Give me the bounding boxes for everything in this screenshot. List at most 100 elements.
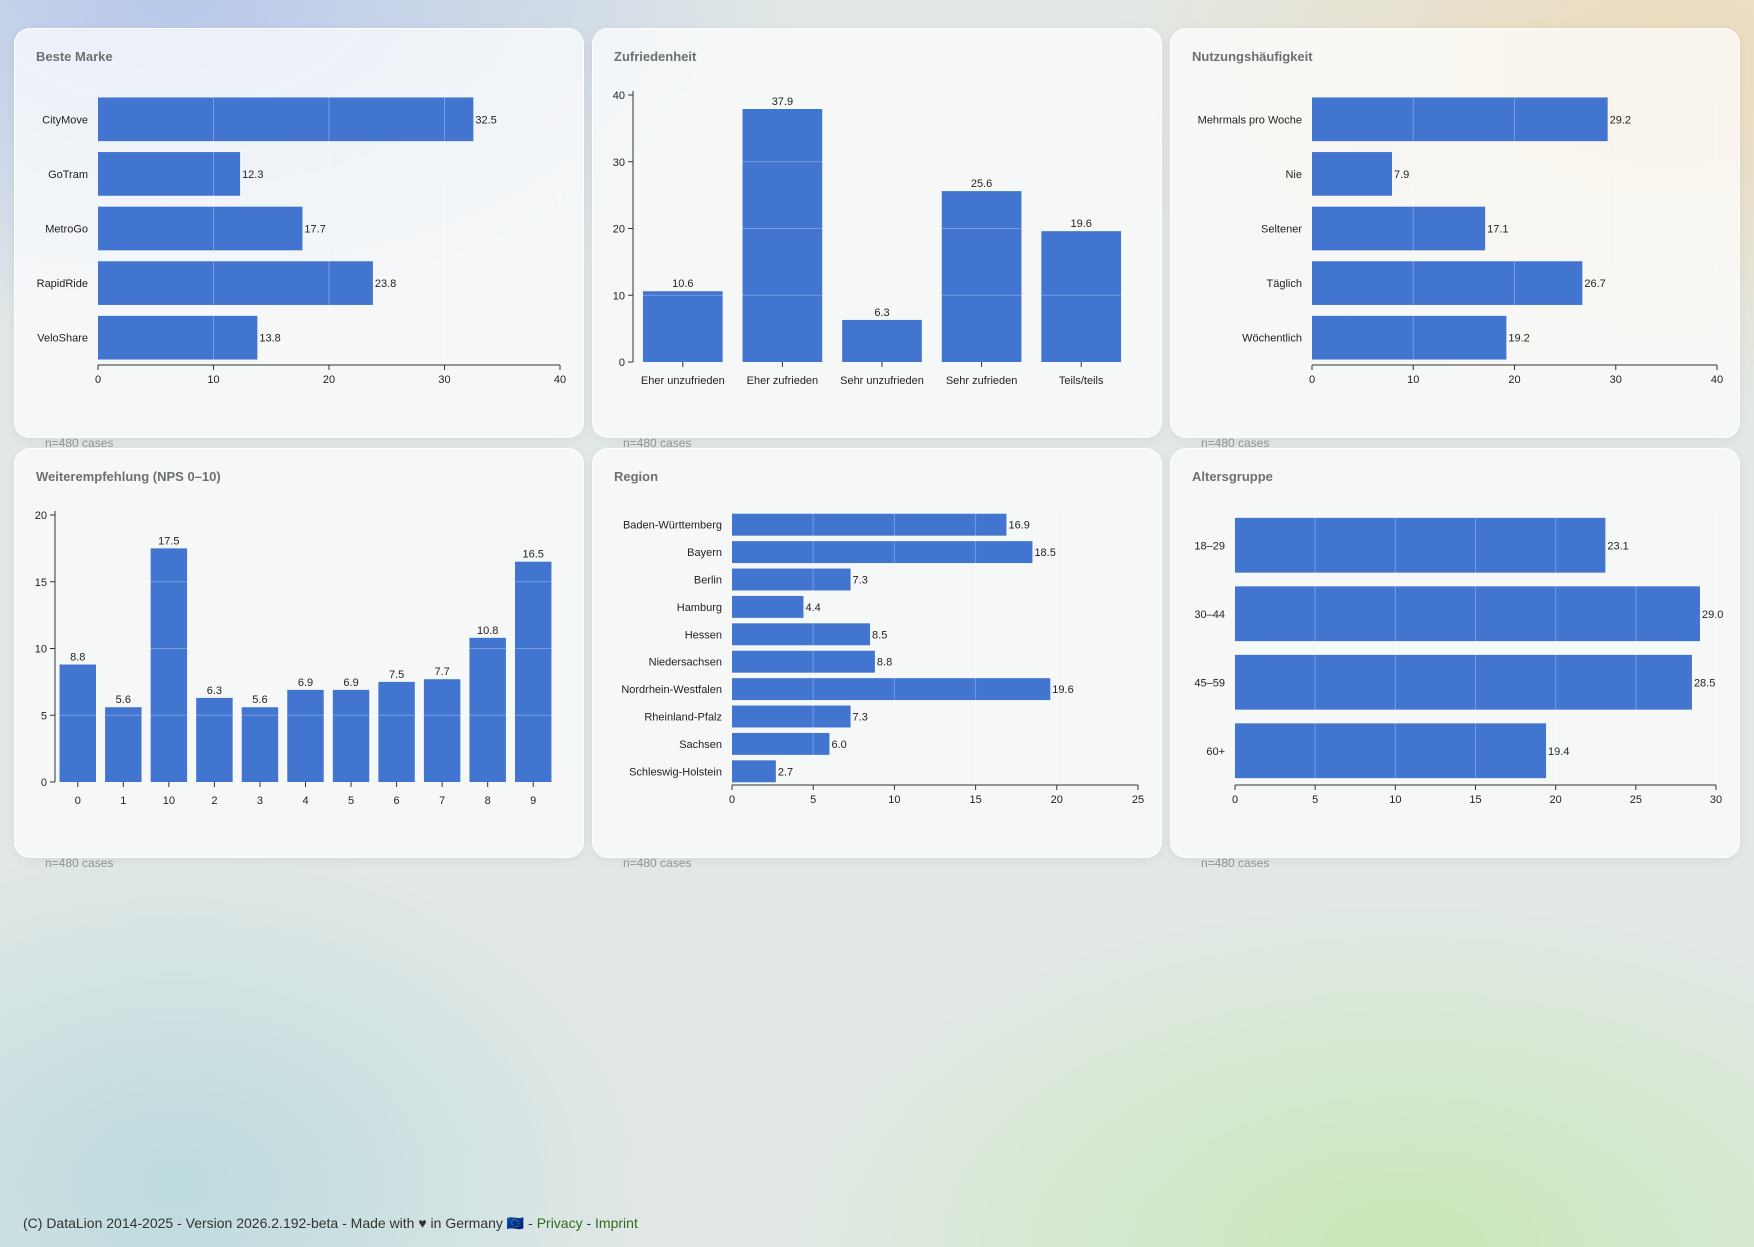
footer: (C) DataLion 2014-2025 - Version 2026.2.… <box>23 1215 638 1232</box>
bar <box>732 623 871 646</box>
x-tick-label: 5 <box>810 794 816 806</box>
bar <box>98 152 241 196</box>
bar <box>1312 152 1392 196</box>
bar <box>287 689 324 782</box>
value-label: 25.6 <box>971 178 992 190</box>
value-label: 6.9 <box>343 677 358 689</box>
x-tick-label: 5 <box>1312 794 1318 806</box>
value-label: 10.6 <box>672 278 693 290</box>
x-tick-label: 10 <box>1389 794 1401 806</box>
x-tick-label: 20 <box>323 374 335 386</box>
bar <box>98 315 258 360</box>
category-label: Berlin <box>694 575 722 587</box>
category-label: Hamburg <box>677 602 722 614</box>
bar <box>732 705 851 728</box>
bar <box>732 760 776 783</box>
x-tick-label: 20 <box>1508 374 1520 386</box>
y-tick-label: 20 <box>35 510 47 522</box>
category-label: RapidRide <box>37 278 88 290</box>
bar <box>742 109 823 362</box>
category-label: 18–29 <box>1194 540 1225 552</box>
category-label: 3 <box>257 795 263 807</box>
category-label: Sehr unzufrieden <box>840 375 924 387</box>
chart-title: Nutzungshäufigkeit <box>1192 49 1313 64</box>
value-label: 8.8 <box>70 652 85 664</box>
bar <box>732 650 875 673</box>
value-label: 5.6 <box>116 694 131 706</box>
footer-separator: - <box>586 1215 592 1231</box>
value-label: 29.0 <box>1702 609 1723 621</box>
value-label: 5.6 <box>252 694 267 706</box>
bar <box>1235 723 1547 779</box>
category-label: 0 <box>75 795 81 807</box>
x-tick-label: 10 <box>888 794 900 806</box>
bar <box>515 561 552 782</box>
category-label: 1 <box>120 795 126 807</box>
category-label: 2 <box>211 795 217 807</box>
imprint-link[interactable]: Imprint <box>595 1215 638 1231</box>
bar <box>1235 517 1606 573</box>
value-label: 17.7 <box>304 224 325 236</box>
category-label: Sachsen <box>679 739 722 751</box>
value-label: 13.8 <box>259 333 280 345</box>
case-count-note: n=480 cases <box>1201 436 1270 450</box>
bar <box>642 291 723 362</box>
category-label: 6 <box>394 795 400 807</box>
x-tick-label: 10 <box>207 374 219 386</box>
chart-svg: CityMove 32.5 GoTram 12.3 MetroGo 17.7 RapidRi… <box>37 92 566 386</box>
case-count-note: n=480 cases <box>45 856 114 870</box>
footer-copyright: (C) DataLion 2014-2025 - Version 2026.2.… <box>23 1215 533 1231</box>
value-label: 37.9 <box>772 96 793 108</box>
bar <box>1041 231 1122 362</box>
chart-svg: 18–29 23.1 30–44 29.0 45–59 28.5 60+ 19.4 0 5 10 15… <box>1194 511 1723 806</box>
value-label: 12.3 <box>242 169 263 181</box>
value-label: 19.6 <box>1052 684 1073 696</box>
category-label: Wöchentlich <box>1242 333 1302 345</box>
bar <box>196 697 233 782</box>
value-label: 17.5 <box>158 535 179 547</box>
category-label: 8 <box>485 795 491 807</box>
bar <box>1312 315 1507 360</box>
value-label: 19.4 <box>1548 746 1569 758</box>
category-label: 7 <box>439 795 445 807</box>
bar <box>732 513 1007 536</box>
category-label: Seltener <box>1261 224 1302 236</box>
bar <box>1235 654 1692 710</box>
value-label: 23.8 <box>375 278 396 290</box>
y-tick-label: 10 <box>35 644 47 656</box>
category-label: Eher zufrieden <box>747 375 819 387</box>
y-tick-label: 5 <box>41 710 47 722</box>
bar <box>98 97 474 142</box>
value-label: 6.0 <box>831 739 846 751</box>
category-label: Niedersachsen <box>649 657 722 669</box>
bar <box>732 732 830 755</box>
value-label: 10.8 <box>477 625 498 637</box>
value-label: 16.9 <box>1008 520 1029 532</box>
x-tick-label: 30 <box>1710 794 1722 806</box>
chart-card-beste-marke: Beste Marke CityMove 32.5 GoTram 12.3 MetroG… <box>14 28 584 438</box>
chart-title: Weiterempfehlung (NPS 0–10) <box>36 469 221 484</box>
bar <box>332 689 370 782</box>
y-tick-label: 20 <box>613 224 625 236</box>
category-label: GoTram <box>48 169 88 181</box>
value-label: 18.5 <box>1034 547 1055 559</box>
x-tick-label: 15 <box>1469 794 1481 806</box>
chart-card-weiterempfehlung: Weiterempfehlung (NPS 0–10) 8.8 0 5.6 1 17.5… <box>14 448 584 858</box>
bar <box>842 319 922 362</box>
x-tick-label: 30 <box>1610 374 1622 386</box>
category-label: CityMove <box>42 114 88 126</box>
value-label: 7.3 <box>853 712 868 724</box>
value-label: 17.1 <box>1487 224 1508 236</box>
case-count-note: n=480 cases <box>1201 856 1270 870</box>
category-label: Sehr zufrieden <box>946 375 1018 387</box>
value-label: 6.3 <box>874 307 889 319</box>
bar <box>98 261 373 305</box>
value-label: 7.3 <box>853 575 868 587</box>
category-label: Eher unzufrieden <box>641 375 725 387</box>
chart-svg: 8.8 0 5.6 1 17.5 10 6.3 2 5.6 3 6.9 4 6.9 5 7.5 6 7.7 7 10… <box>35 510 556 807</box>
value-label: 29.2 <box>1610 114 1631 126</box>
value-label: 8.8 <box>877 657 892 669</box>
x-tick-label: 15 <box>969 794 981 806</box>
chart-svg: 10.6 Eher unzufrieden 37.9 Eher zufrieden 6.… <box>613 90 1131 387</box>
privacy-link[interactable]: Privacy <box>536 1215 583 1231</box>
